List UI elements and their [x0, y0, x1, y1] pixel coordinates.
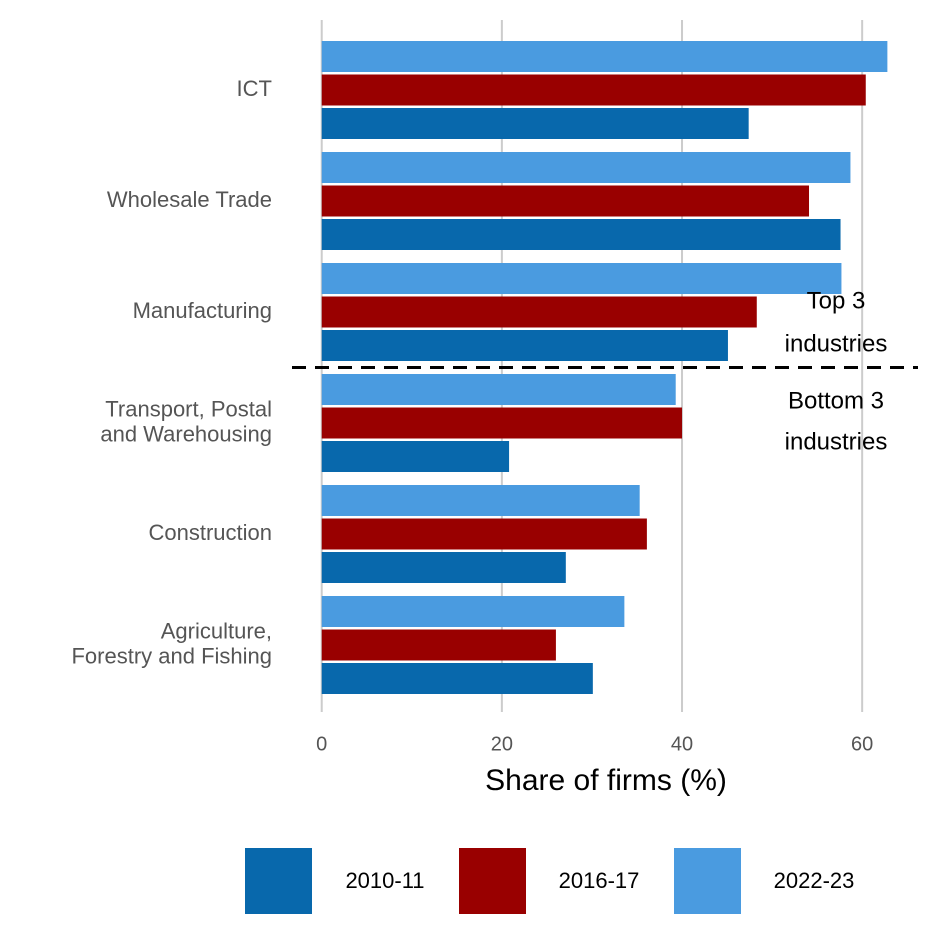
- bar: [321, 485, 640, 516]
- bar: [321, 663, 593, 694]
- y-tick-label: ICT: [237, 76, 272, 101]
- legend-label: 2016-17: [559, 868, 640, 893]
- bar: [321, 518, 647, 550]
- bar: [321, 108, 749, 139]
- y-tick-label: Manufacturing: [133, 298, 272, 323]
- bar: [321, 629, 556, 661]
- bar: [321, 552, 566, 583]
- bar: [321, 596, 625, 627]
- x-tick-label: 40: [671, 733, 693, 755]
- bar: [321, 263, 842, 294]
- x-tick-label: 60: [851, 733, 873, 755]
- annotation: Bottom 3: [788, 387, 884, 414]
- legend-label: 2022-23: [774, 868, 855, 893]
- annotation: industries: [785, 330, 888, 357]
- bar: [321, 374, 676, 405]
- x-axis-title: Share of firms (%): [485, 764, 727, 797]
- legend-swatch: [245, 848, 312, 914]
- y-tick-label: Construction: [148, 520, 272, 545]
- annotation: Top 3: [807, 287, 866, 314]
- bar: [321, 219, 841, 250]
- bar: [321, 296, 757, 328]
- bar: [321, 407, 683, 439]
- bar: [321, 41, 888, 72]
- legend-swatch: [459, 848, 526, 914]
- bar: [321, 330, 728, 361]
- bar: [321, 441, 510, 472]
- y-tick-label: Transport, Postal and Warehousing: [100, 396, 272, 446]
- x-tick-label: 0: [316, 733, 327, 755]
- legend-label: 2010-11: [345, 868, 424, 893]
- bar: [321, 185, 810, 217]
- y-tick-label: Wholesale Trade: [107, 187, 272, 212]
- y-tick-label: Agriculture, Forestry and Fishing: [71, 618, 272, 668]
- annotation: industries: [785, 428, 888, 455]
- bar: [321, 74, 866, 106]
- legend-swatch: [674, 848, 741, 914]
- bar: [321, 152, 851, 183]
- x-tick-label: 20: [491, 733, 513, 755]
